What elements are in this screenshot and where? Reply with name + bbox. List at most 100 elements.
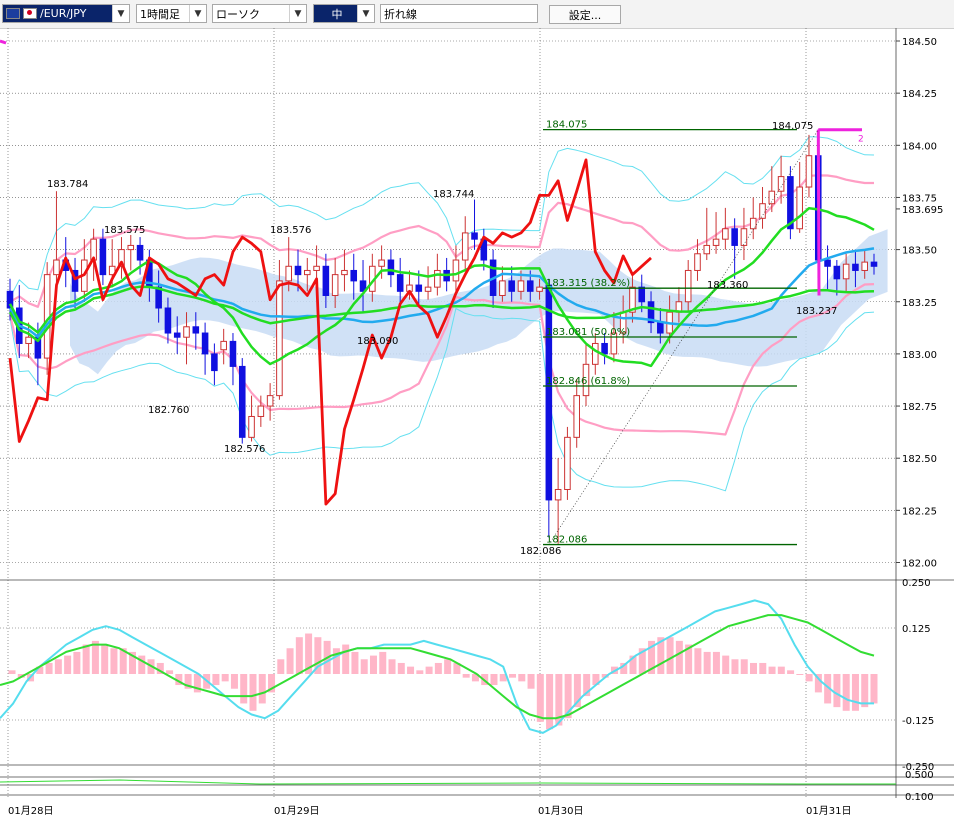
candle-bear <box>229 340 237 367</box>
price-tick-label: 182.25 <box>902 506 937 517</box>
chart-type-label: ローソク <box>216 7 260 21</box>
macd-histogram-bar <box>471 674 479 682</box>
macd-histogram-bar <box>787 670 795 674</box>
fib-label: 183.081 (50.0%) <box>546 327 630 338</box>
candle-bull <box>777 176 785 192</box>
macd-tick-label: 0.125 <box>902 624 931 635</box>
macd-histogram-bar <box>212 674 220 686</box>
fib-label: 183.315 (38.2%) <box>546 278 630 289</box>
macd-histogram-bar <box>388 659 396 674</box>
macd-histogram-bar <box>851 674 859 711</box>
toolbar: /EUR/JPY ▼ 1時間足 ▼ ローソク ▼ 中 ▼ 折れ線 設定... <box>0 0 954 29</box>
price-tick-label: 184.00 <box>902 141 937 152</box>
macd-panel <box>0 599 896 785</box>
macd-histogram-bar <box>434 662 442 674</box>
price-annotation: 183.575 <box>104 225 145 236</box>
candle-bear <box>731 228 738 246</box>
candle-bull <box>461 232 469 261</box>
macd-histogram-bar <box>351 651 359 674</box>
macd-histogram-bar <box>101 644 109 674</box>
overlay-select[interactable]: 折れ線 <box>380 4 538 23</box>
bb-lower-outer-line <box>9 308 875 492</box>
candle-bull <box>629 286 636 313</box>
candle-bear <box>638 286 646 303</box>
macd-line <box>0 599 874 734</box>
eu-flag-icon <box>6 8 20 19</box>
timeframe-label: 1時間足 <box>140 7 180 21</box>
candle-bull <box>331 274 339 296</box>
macd-histogram-bar <box>462 674 470 678</box>
price-annotation: 183.090 <box>357 336 398 347</box>
price-tick-label: 183.50 <box>902 246 937 257</box>
macd-histogram-bar <box>193 674 201 693</box>
candle-bull <box>740 228 748 246</box>
macd-histogram-bar <box>490 674 498 686</box>
macd-histogram-bar <box>499 674 507 682</box>
candle-bull <box>842 263 850 280</box>
candle-bull <box>276 280 283 397</box>
candle-bear <box>508 280 515 292</box>
fibonacci-levels: 184.075 183.315 (38.2%) 183.081 (50.0%) 182… <box>543 120 797 546</box>
price-annotations: 183.784 183.575 183.576 183.744 182.760 182.5… <box>47 121 837 557</box>
price-annotation: 183.576 <box>270 225 311 236</box>
macd-histogram-bar <box>91 640 99 674</box>
red-line <box>8 158 652 506</box>
macd-histogram-bar <box>166 670 174 674</box>
candle-bull <box>118 249 125 267</box>
candle-bear <box>238 365 246 438</box>
candle-bear <box>833 265 841 280</box>
candle-bear <box>415 284 423 292</box>
candle-bear <box>545 284 553 501</box>
chart-grid <box>0 28 954 798</box>
settings-button[interactable]: 設定... <box>549 5 621 24</box>
candle-bull <box>499 280 506 296</box>
macd-histogram-bar <box>360 659 368 674</box>
chevron-down-icon: ▼ <box>289 5 306 22</box>
macd-histogram-bar <box>620 662 628 674</box>
price-tick-label: 183.00 <box>902 350 937 361</box>
macd-histogram-bar <box>295 637 303 674</box>
candle-bull <box>127 244 135 251</box>
macd-histogram-bar <box>675 640 683 674</box>
macd-histogram-bar <box>8 670 16 674</box>
candle-bear <box>173 332 181 338</box>
macd-histogram-bar <box>45 662 53 674</box>
macd-histogram-bar <box>814 674 822 693</box>
candle-bull <box>582 363 590 397</box>
macd-histogram-bar <box>138 655 146 674</box>
size-select[interactable]: 中 ▼ <box>313 4 375 23</box>
bottom-tick-label: 0.500 <box>905 770 934 781</box>
macd-histogram-bar <box>805 674 813 682</box>
price-tick-label: 183.25 <box>902 298 937 309</box>
macd-histogram-bar <box>314 637 322 674</box>
price-tick-label: 184.50 <box>902 37 937 48</box>
candle-bear <box>211 353 218 372</box>
candle-bull <box>108 265 116 276</box>
candle-bull <box>759 203 766 219</box>
candle-bear <box>387 259 395 276</box>
symbol-label: /EUR/JPY <box>40 7 87 20</box>
macd-histogram-bar <box>73 651 81 674</box>
chart-type-select[interactable]: ローソク ▼ <box>212 4 307 23</box>
overlay-label: 折れ線 <box>384 7 417 21</box>
candle-bull <box>564 436 571 490</box>
macd-histogram-bar <box>536 674 544 722</box>
macd-histogram-bar <box>833 674 841 708</box>
macd-histogram-bar <box>796 674 804 675</box>
macd-histogram-bar <box>425 666 433 674</box>
macd-histogram-bar <box>509 674 517 678</box>
candle-bear <box>396 274 404 292</box>
date-label: 01月30日 <box>538 805 583 817</box>
macd-histogram-bar <box>546 674 554 730</box>
jp-flag-icon <box>23 8 37 19</box>
candle-bull <box>313 265 320 271</box>
bollinger-bands <box>8 136 875 492</box>
macd-histogram-bar <box>175 674 183 686</box>
symbol-select[interactable]: /EUR/JPY ▼ <box>2 4 130 23</box>
macd-tick-label: -0.125 <box>902 716 934 727</box>
timeframe-select[interactable]: 1時間足 ▼ <box>136 4 207 23</box>
candle-bull <box>25 336 32 344</box>
date-label: 01月28日 <box>8 805 53 817</box>
candle-bull <box>266 395 274 407</box>
